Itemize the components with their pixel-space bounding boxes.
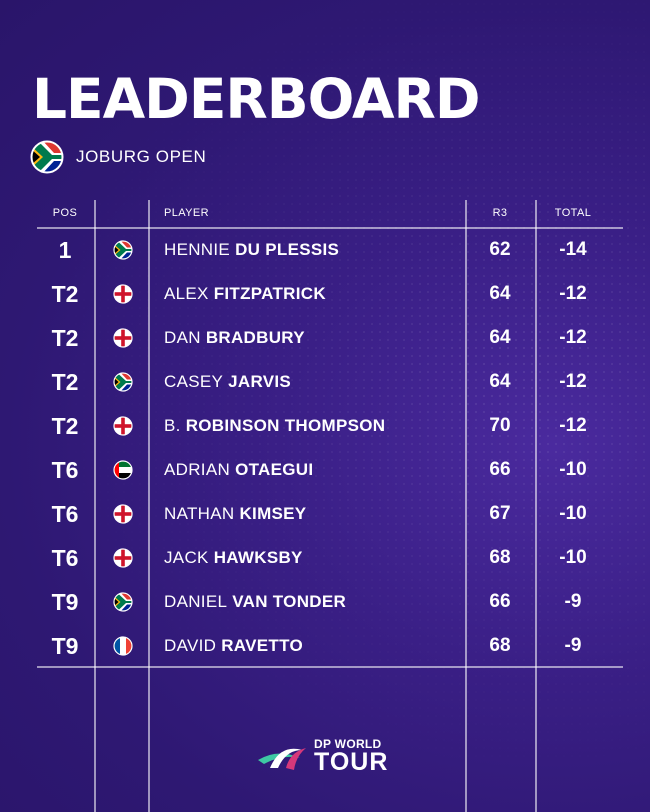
column-divider [465,200,467,812]
column-header-r3: R3 [492,207,508,219]
uae-flag-icon [97,448,149,492]
round-3-score: 66 [489,459,511,480]
position: T6 [51,456,79,483]
england-flag-icon [97,492,149,536]
round-3-score: 64 [489,327,511,348]
round-3-score: 66 [489,591,511,612]
england-flag-icon [97,316,149,360]
south-africa-flag-icon [97,228,149,272]
dp-world-tour-swoosh-icon [258,748,306,770]
player-name: B. ROBINSON THOMPSON [164,404,385,448]
south-africa-flag-icon [30,140,64,174]
leaderboard-row: T2 ALEX FITZPATRICK 64 -12 [0,272,650,316]
position: T6 [51,544,79,571]
position: T9 [51,632,79,659]
player-first-name: HENNIE [164,240,231,259]
player-last-name: DU PLESSIS [235,240,340,259]
total-score: -12 [559,371,587,392]
position: T2 [51,368,79,395]
player-name: HENNIE DU PLESSIS [164,228,339,272]
player-first-name: DAVID [164,636,217,655]
total-score: -9 [564,591,582,612]
player-last-name: VAN TONDER [232,592,347,611]
total-score: -10 [559,503,587,524]
column-divider [148,200,150,812]
france-flag-icon [97,624,149,668]
player-first-name: B. [164,416,181,435]
player-first-name: ALEX [164,284,209,303]
player-name: ADRIAN OTAEGUI [164,448,313,492]
south-africa-flag-icon [97,580,149,624]
player-last-name: FITZPATRICK [213,284,326,303]
position: T2 [51,280,79,307]
total-score: -10 [559,547,587,568]
round-3-score: 70 [489,415,511,436]
header-underline [37,227,623,229]
total-score: -12 [559,283,587,304]
total-score: -12 [559,415,587,436]
total-score: -14 [559,239,587,260]
column-divider [94,200,96,812]
player-name: DANIEL VAN TONDER [164,580,346,624]
player-first-name: DANIEL [164,592,228,611]
south-africa-flag-icon [97,360,149,404]
leaderboard-row: T2 CASEY JARVIS 64 -12 [0,360,650,404]
logo-text-top: DP WORLD [314,736,382,751]
england-flag-icon [97,536,149,580]
leaderboard-row: T6 JACK HAWKSBY 68 -10 [0,536,650,580]
page-title: LEADERBOARD [32,67,481,131]
position: 1 [58,236,72,263]
position: T2 [51,412,79,439]
total-score: -10 [559,459,587,480]
table-bottom-line [37,666,623,668]
leaderboard-row: 1 HENNIE DU PLESSIS 62 -14 [0,228,650,272]
round-3-score: 64 [489,283,511,304]
player-name: ALEX FITZPATRICK [164,272,326,316]
round-3-score: 67 [489,503,511,524]
player-last-name: KIMSEY [239,504,307,523]
player-first-name: JACK [164,548,209,567]
column-header-player: PLAYER [164,207,209,219]
column-divider [535,200,537,812]
player-first-name: CASEY [164,372,224,391]
player-name: DAVID RAVETTO [164,624,303,668]
leaderboard-row: T9 DANIEL VAN TONDER 66 -9 [0,580,650,624]
england-flag-icon [97,404,149,448]
player-name: JACK HAWKSBY [164,536,303,580]
player-last-name: BRADBURY [205,328,305,347]
round-3-score: 62 [489,239,511,260]
position: T6 [51,500,79,527]
position: T9 [51,588,79,615]
player-last-name: ROBINSON THOMPSON [185,416,386,435]
player-name: CASEY JARVIS [164,360,291,404]
total-score: -12 [559,327,587,348]
round-3-score: 68 [489,547,511,568]
dp-world-tour-logo: DP WORLD TOUR [256,735,388,777]
event-header: JOBURG OPEN [30,140,206,174]
round-3-score: 68 [489,635,511,656]
leaderboard-row: T9 DAVID RAVETTO 68 -9 [0,624,650,668]
column-header-pos: POS [52,207,78,219]
leaderboard-row: T2 DAN BRADBURY 64 -12 [0,316,650,360]
player-first-name: ADRIAN [164,460,231,479]
round-3-score: 64 [489,371,511,392]
position: T2 [51,324,79,351]
player-last-name: HAWKSBY [213,548,303,567]
player-last-name: OTAEGUI [235,460,314,479]
player-first-name: NATHAN [164,504,235,523]
player-last-name: RAVETTO [221,636,303,655]
player-first-name: DAN [164,328,201,347]
leaderboard-row: T2 B. ROBINSON THOMPSON 70 -12 [0,404,650,448]
logo-text-bottom: TOUR [314,747,389,776]
england-flag-icon [97,272,149,316]
total-score: -9 [564,635,582,656]
event-name: JOBURG OPEN [76,147,207,166]
leaderboard-row: T6 NATHAN KIMSEY 67 -10 [0,492,650,536]
column-header-total: TOTAL [554,207,592,219]
player-last-name: JARVIS [228,372,292,391]
player-name: NATHAN KIMSEY [164,492,306,536]
player-name: DAN BRADBURY [164,316,305,360]
leaderboard-row: T6 ADRIAN OTAEGUI 66 -10 [0,448,650,492]
